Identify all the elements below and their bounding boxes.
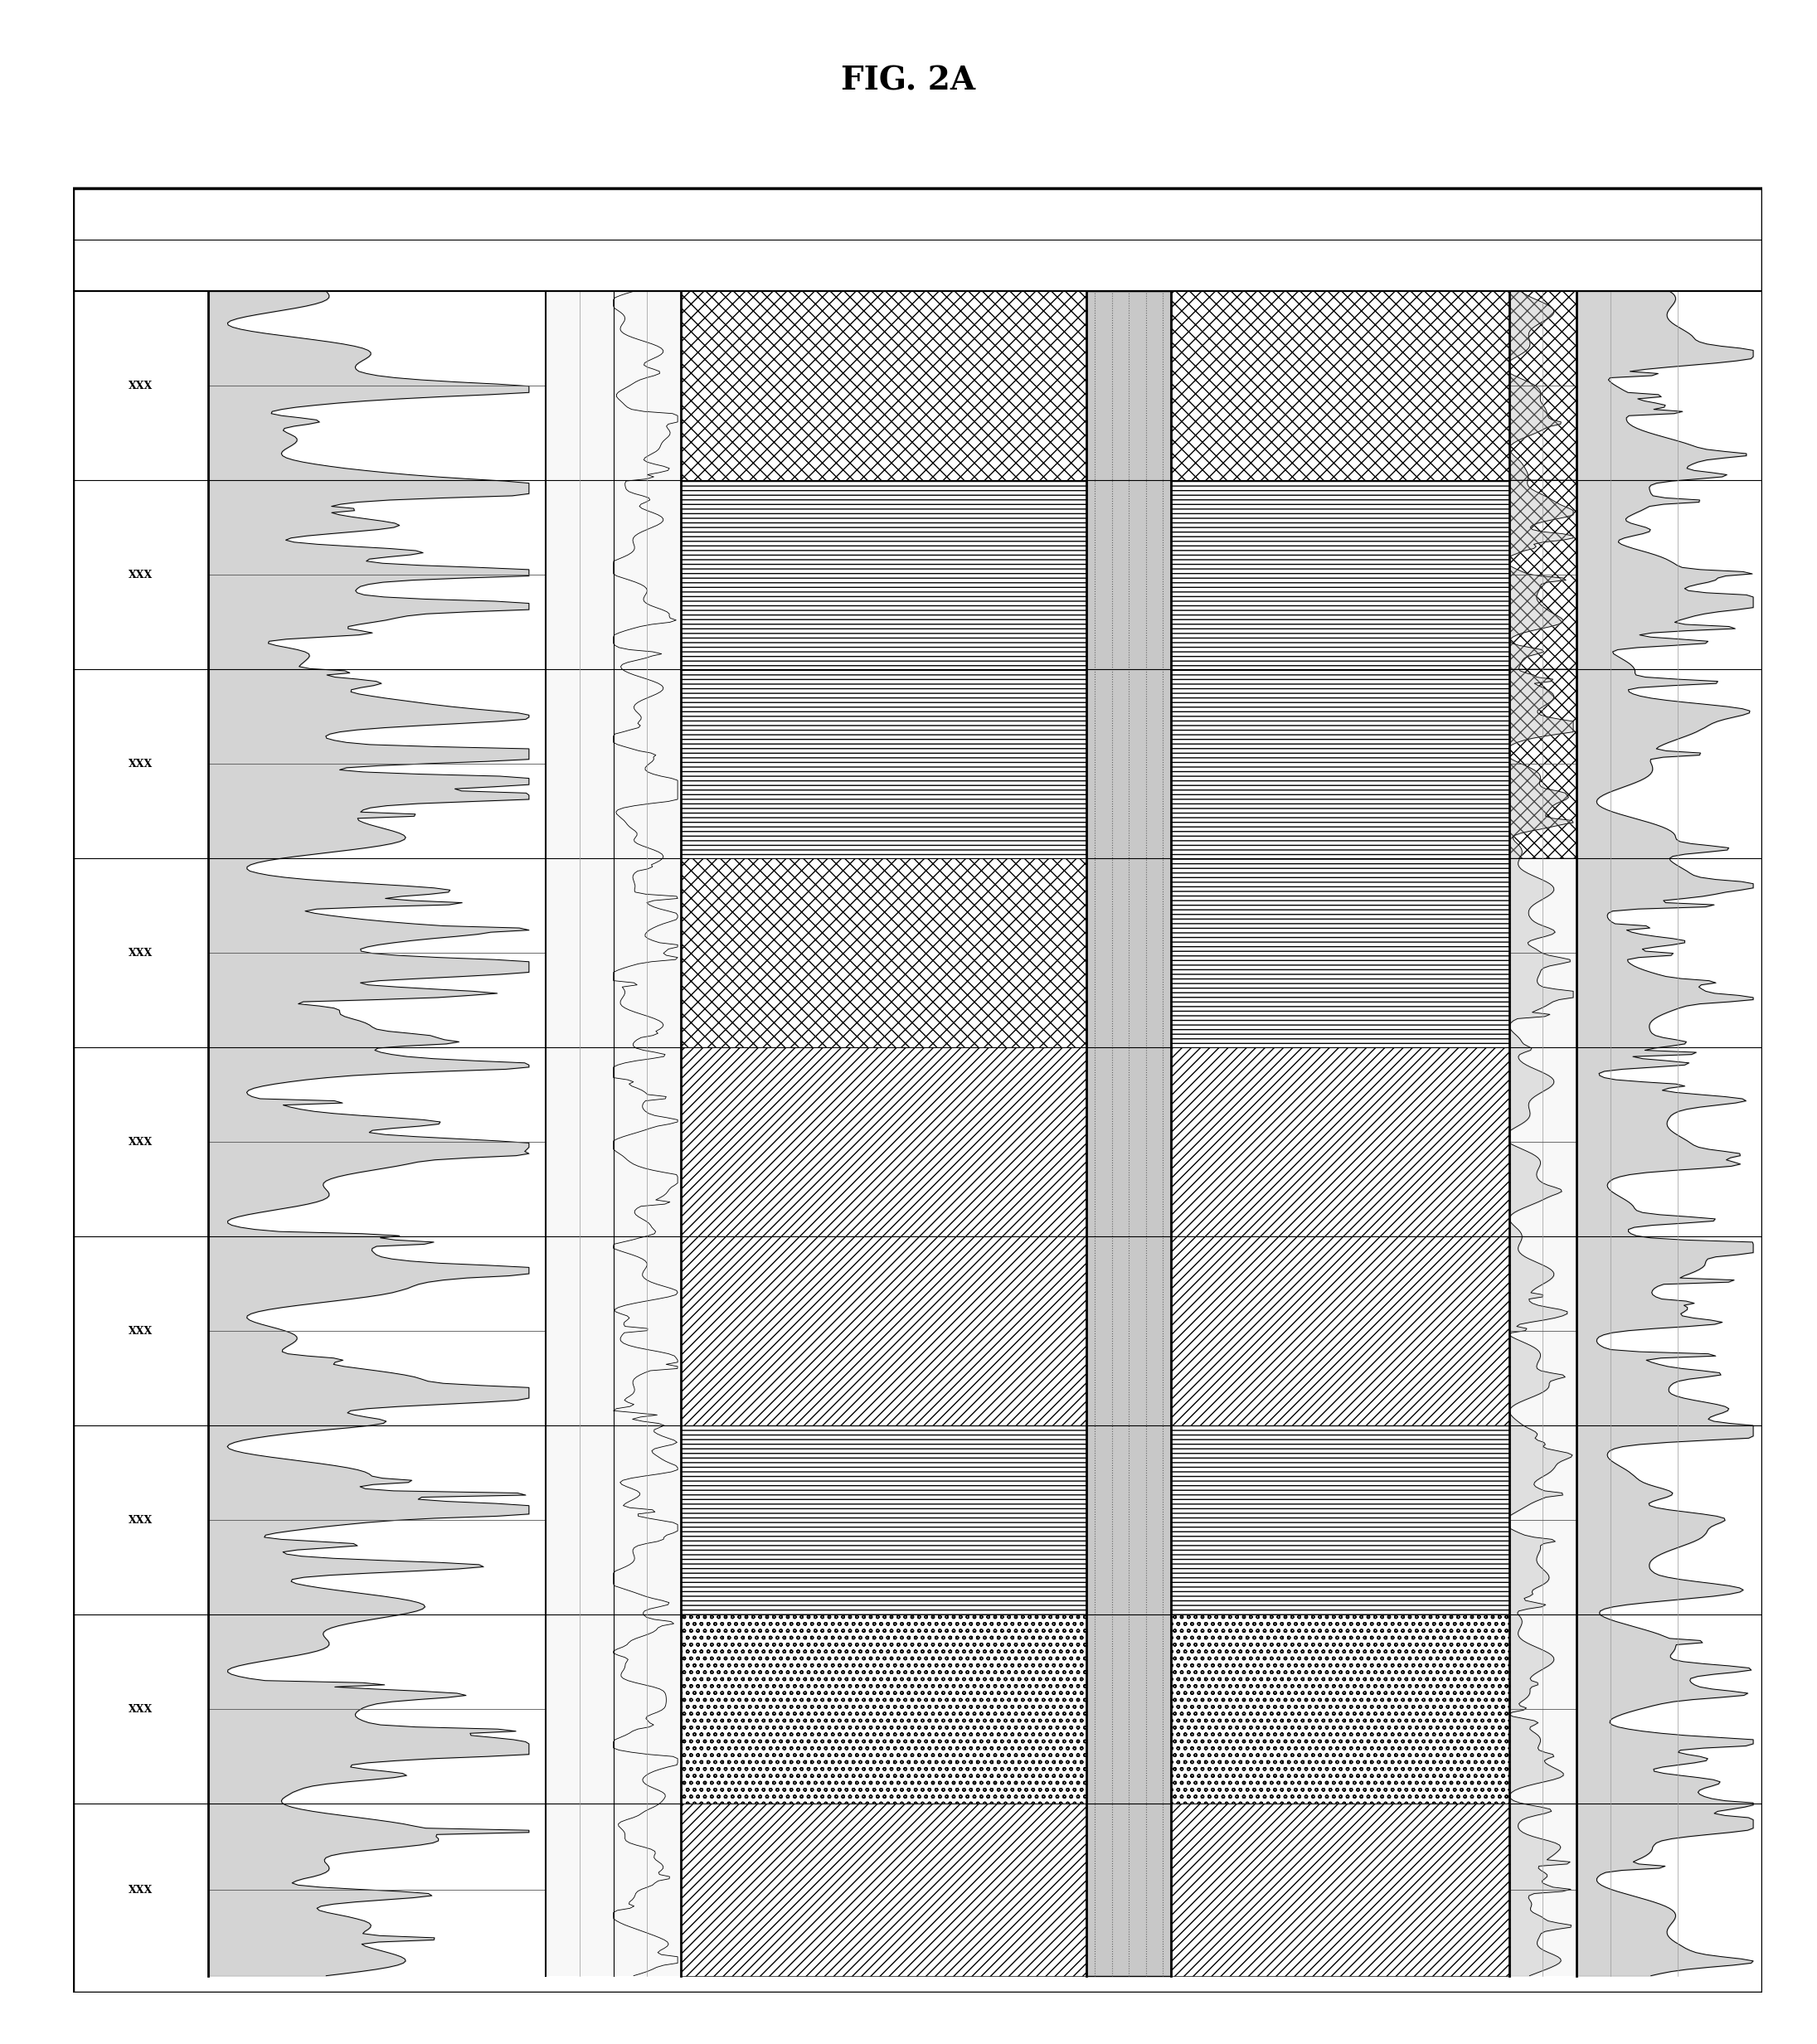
Text: XXX: XXX — [129, 570, 153, 580]
Bar — [681, 858, 1087, 1047]
Bar — [681, 1805, 1087, 1977]
Bar — [681, 1427, 1087, 1615]
Bar — [681, 1047, 1087, 1237]
Text: XXX: XXX — [129, 1515, 153, 1525]
Text: XXX: XXX — [129, 1705, 153, 1715]
Bar — [1087, 292, 1170, 1977]
Text: XXX: XXX — [129, 1136, 153, 1147]
Bar — [73, 188, 1762, 292]
Text: FIG. 2A: FIG. 2A — [841, 65, 976, 96]
Bar — [681, 480, 1087, 670]
Bar — [614, 292, 681, 1977]
Bar — [681, 1237, 1087, 1427]
Bar — [1170, 1805, 1508, 1977]
Bar — [1170, 1427, 1508, 1615]
Text: XXX: XXX — [129, 380, 153, 390]
Bar — [1508, 670, 1577, 858]
Bar — [681, 292, 1087, 480]
Bar — [1508, 292, 1577, 1977]
Text: XXX: XXX — [129, 1327, 153, 1337]
Text: XXX: XXX — [129, 758, 153, 769]
Bar — [73, 188, 1762, 292]
Bar — [1170, 858, 1508, 1047]
Text: XXX: XXX — [129, 948, 153, 959]
Bar — [681, 670, 1087, 858]
Bar — [1508, 292, 1577, 480]
Bar — [1170, 1615, 1508, 1805]
Bar — [1170, 292, 1508, 480]
Bar — [1508, 480, 1577, 670]
Bar — [681, 1615, 1087, 1805]
Text: XXX: XXX — [129, 1885, 153, 1895]
Bar — [1170, 480, 1508, 670]
Bar — [1170, 670, 1508, 858]
Bar — [1170, 1237, 1508, 1427]
Bar — [1170, 1047, 1508, 1237]
Bar — [545, 292, 614, 1977]
